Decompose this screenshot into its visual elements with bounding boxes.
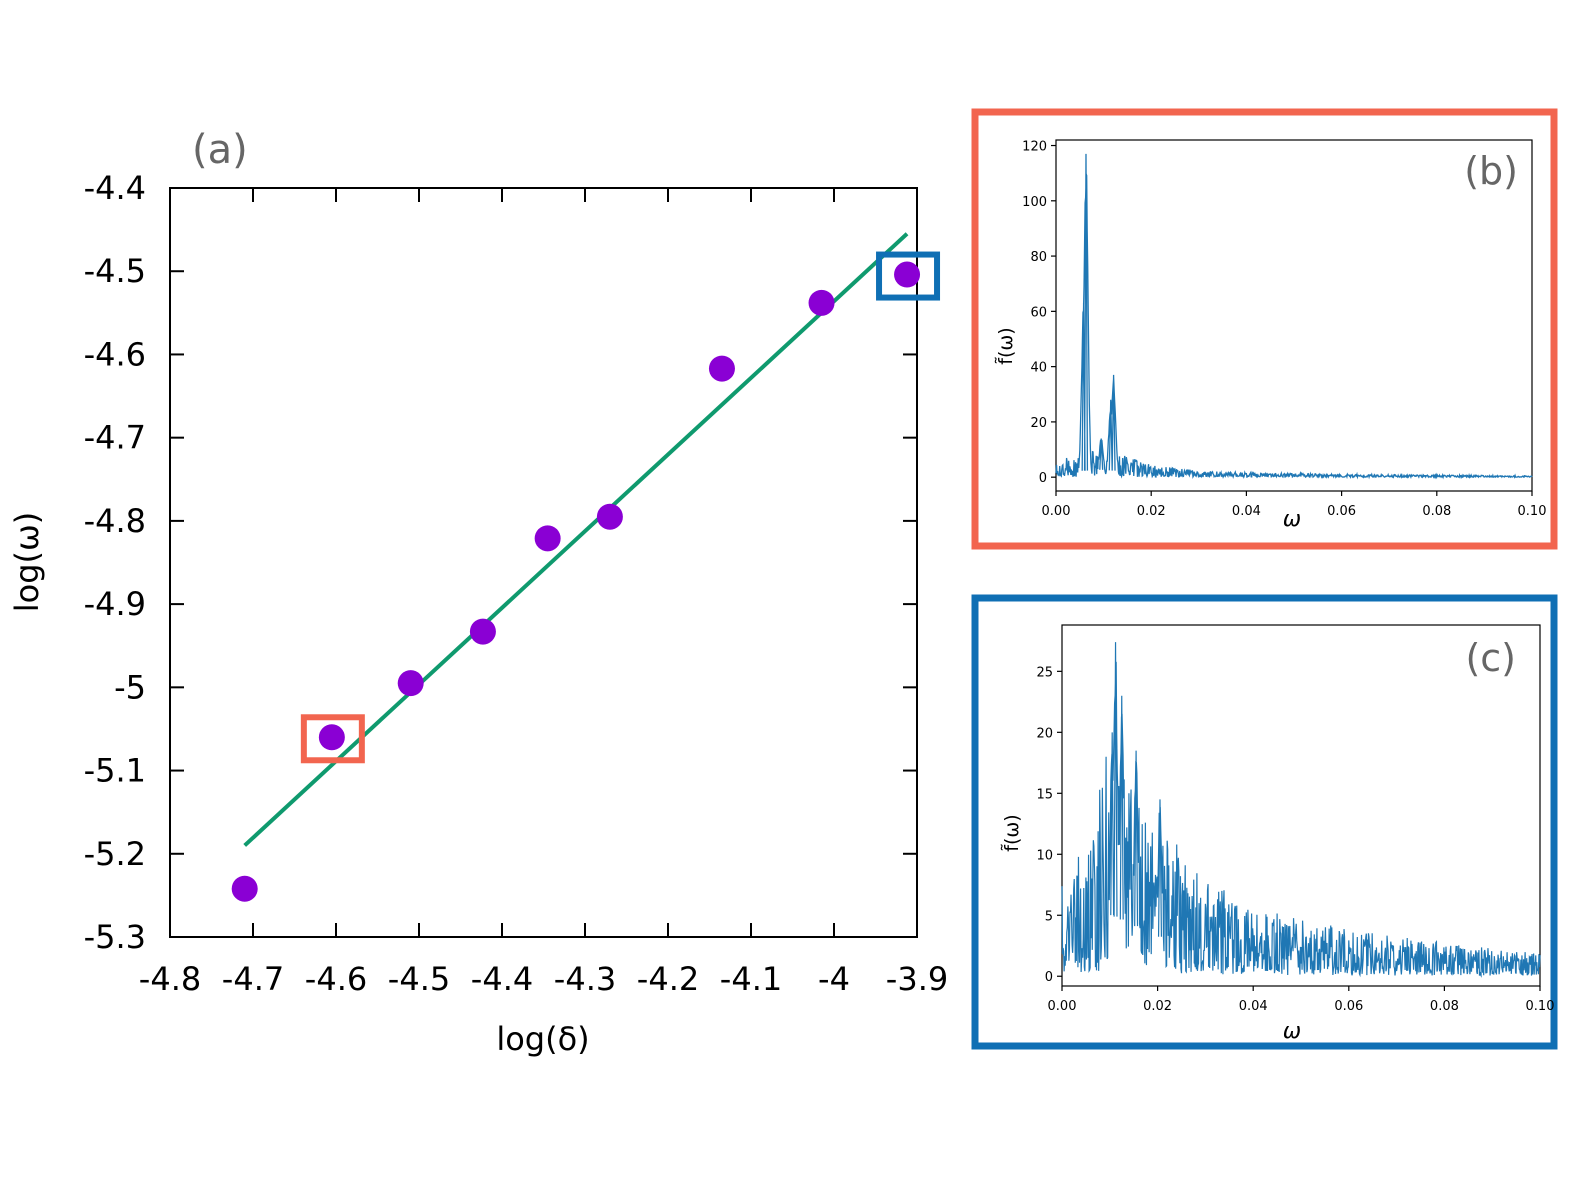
y-tick-label: -4.6 xyxy=(84,335,146,373)
data-point xyxy=(708,355,735,382)
panel-b-axes-frame xyxy=(1055,139,1533,492)
y-tick-label: -4.5 xyxy=(84,252,146,290)
panel-b-ticks: 0.00 0.02 0.04 0.06 0.08 0.10 0 20 40 60 80 100 120 xyxy=(1022,140,1546,519)
panel-a-scatter: (a) -4.8 -4.7 -4.6 -4.5 -4.4 -4.3 -4.2 -4.1 -4 -3… xyxy=(8,127,948,1058)
panel-b-x-axis-label: ω xyxy=(1283,507,1301,532)
y-tick-label: 0 xyxy=(1045,970,1053,985)
x-tick-label: 0.06 xyxy=(1334,999,1363,1014)
panel-c-spectrum: 0.00 0.02 0.04 0.06 0.08 0.10 0 5 10 15 20 25 (c) ω… xyxy=(971,594,1558,1050)
x-tick-label: -4.7 xyxy=(222,960,284,998)
data-point xyxy=(397,670,424,697)
panel-b-y-axis-label: f̃(ω) xyxy=(995,327,1017,364)
highlight-box-b xyxy=(300,714,365,764)
data-point xyxy=(534,525,561,552)
data-point xyxy=(231,875,258,902)
y-tick-label: 120 xyxy=(1022,140,1047,155)
x-tick-label: -4.6 xyxy=(305,960,367,998)
y-tick-label: -4.8 xyxy=(84,502,146,540)
y-tick-label: -5.1 xyxy=(84,752,146,790)
panel-a-fit-line-group xyxy=(243,232,909,847)
panel-a-label: (a) xyxy=(192,127,248,173)
y-tick-label: 15 xyxy=(1036,787,1053,802)
panel-a-y-axis-label: log(ω) xyxy=(8,512,46,613)
y-tick-label: 0 xyxy=(1039,471,1047,486)
panel-c-x-axis-label: ω xyxy=(1283,1019,1301,1044)
y-tick-label: 80 xyxy=(1030,250,1047,265)
data-point xyxy=(318,724,345,751)
panel-c-y-axis-label: f̃(ω) xyxy=(1001,814,1023,851)
y-tick-label: -4.4 xyxy=(84,169,146,207)
data-point xyxy=(469,618,496,645)
y-tick-label: 60 xyxy=(1030,305,1047,320)
panel-a-points xyxy=(231,261,921,902)
x-tick-label: 0.02 xyxy=(1137,504,1166,519)
fit-line xyxy=(243,232,909,847)
y-tick-label: -4.7 xyxy=(84,419,146,457)
y-tick-label: -4.9 xyxy=(84,585,146,623)
x-tick-label: 0.10 xyxy=(1518,504,1547,519)
x-tick-label: -4 xyxy=(818,960,850,998)
panel-b-label: (b) xyxy=(1464,149,1518,193)
x-tick-label: 0.10 xyxy=(1526,999,1555,1014)
panel-c-highlight-border xyxy=(971,594,1558,1050)
x-tick-label: -4.4 xyxy=(471,960,533,998)
y-tick-label: 20 xyxy=(1036,726,1053,741)
panel-c-axes-frame xyxy=(1061,624,1541,987)
x-tick-label: 0.04 xyxy=(1239,999,1268,1014)
x-tick-label: 0.00 xyxy=(1042,504,1071,519)
data-point xyxy=(808,289,835,316)
panel-b-spectrum: 0.00 0.02 0.04 0.06 0.08 0.10020406080100120 … xyxy=(971,108,1558,550)
y-tick-label: 10 xyxy=(1036,848,1053,863)
y-tick-label: -5.2 xyxy=(84,835,146,873)
panel-b-spectrum-line xyxy=(1055,153,1533,480)
panel-a-axes-frame xyxy=(169,187,918,938)
x-tick-label: -4.5 xyxy=(388,960,450,998)
data-point xyxy=(894,261,921,288)
data-point xyxy=(596,503,623,530)
x-tick-label: -4.1 xyxy=(720,960,782,998)
panel-c-ticks: 0.00 0.02 0.04 0.06 0.08 0.10 0 5 10 15 20 25 xyxy=(1036,665,1554,1014)
x-tick-label: 0.02 xyxy=(1143,999,1172,1014)
panel-c-label: (c) xyxy=(1465,636,1516,680)
highlight-box-c xyxy=(876,251,941,301)
y-tick-label: 20 xyxy=(1030,416,1047,431)
panel-a-y-ticks: -4.4 -4.5 -4.6 -4.7 -4.8 -4.9 -5 -5.1 -5.2 -5.3 xyxy=(84,169,917,956)
x-tick-label: -4.2 xyxy=(637,960,699,998)
x-tick-label: 0.06 xyxy=(1327,504,1356,519)
x-tick-label: 0.08 xyxy=(1430,999,1459,1014)
y-tick-label: 5 xyxy=(1045,909,1053,924)
panel-c-spectrum-line xyxy=(1061,642,1541,978)
y-tick-label: -5 xyxy=(114,668,146,706)
y-tick-label: 100 xyxy=(1022,195,1047,210)
x-tick-label: -4.3 xyxy=(554,960,616,998)
panel-a-x-ticks: -4.8 -4.7 -4.6 -4.5 -4.4 -4.3 -4.2 -4.1 -4 -3.9 xyxy=(139,188,948,998)
y-tick-label: -5.3 xyxy=(84,918,146,956)
x-tick-label: 0.04 xyxy=(1232,504,1261,519)
panel-b-highlight-border xyxy=(971,108,1558,550)
x-tick-label: 0.08 xyxy=(1422,504,1451,519)
y-tick-label: 25 xyxy=(1036,665,1053,680)
x-tick-label: -3.9 xyxy=(886,960,948,998)
x-tick-label: -4.8 xyxy=(139,960,201,998)
y-tick-label: 40 xyxy=(1030,361,1047,376)
x-tick-label: 0.00 xyxy=(1048,999,1077,1014)
panel-a-x-axis-label: log(δ) xyxy=(496,1020,589,1058)
panel-a-highlights xyxy=(300,251,941,764)
